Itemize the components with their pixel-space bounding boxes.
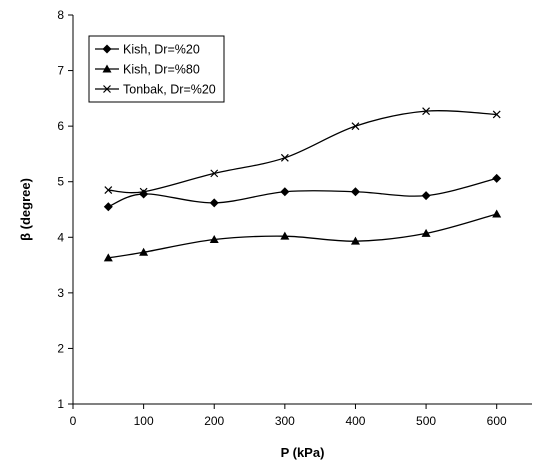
series-layer [103, 107, 502, 262]
data-point [210, 169, 219, 178]
legend-label: Kish, Dr=%80 [123, 63, 200, 77]
data-point [139, 247, 149, 256]
data-point [103, 202, 113, 212]
series-line [108, 177, 497, 208]
x-tick-label: 400 [345, 414, 365, 428]
legend-item: Tonbak, Dr=%20 [95, 83, 216, 97]
data-point [350, 236, 360, 245]
x-tick-label: 0 [70, 414, 77, 428]
data-point [280, 231, 290, 240]
series-triangle [103, 209, 502, 262]
axes [68, 14, 532, 409]
data-point [209, 198, 219, 208]
y-axis-label: β (degree) [18, 178, 33, 241]
y-tick-label: 8 [57, 8, 64, 22]
legend: Kish, Dr=%20 Kish, Dr=%80 Tonbak, Dr=%20 [88, 35, 225, 103]
series-x [104, 107, 501, 196]
legend-label: Kish, Dr=%20 [123, 43, 200, 57]
x-marker-stroke [280, 153, 289, 162]
data-point [492, 173, 502, 183]
data-point [104, 186, 113, 194]
y-tick-label: 4 [57, 230, 64, 244]
series-line [108, 213, 497, 259]
x-tick-label: 100 [134, 414, 154, 428]
legend-marker [102, 64, 112, 73]
y-tick-label: 5 [57, 175, 64, 189]
data-point [421, 228, 431, 237]
x-marker-stroke [139, 187, 148, 196]
x-tick-label: 600 [487, 414, 507, 428]
legend-marker [102, 44, 112, 54]
x-marker-stroke [103, 85, 111, 93]
x-tick-label: 300 [275, 414, 295, 428]
x-tick-label: 200 [204, 414, 224, 428]
x-marker-stroke [104, 186, 113, 194]
data-point [103, 253, 113, 262]
data-point [421, 191, 431, 201]
y-tick-label: 7 [57, 64, 64, 78]
data-point [280, 153, 289, 162]
y-tick-label: 3 [57, 286, 64, 300]
series-line [108, 110, 497, 194]
x-marker-stroke [210, 169, 219, 178]
series-diamond [103, 173, 502, 212]
legend-label: Tonbak, Dr=%20 [123, 83, 216, 97]
legend-item: Kish, Dr=%20 [95, 43, 200, 57]
x-marker-stroke [422, 107, 431, 116]
x-tick-label: 500 [416, 414, 436, 428]
data-point [139, 187, 148, 196]
y-tick-label: 2 [57, 341, 64, 355]
data-point [422, 107, 431, 116]
data-point [351, 122, 360, 131]
data-point [350, 187, 360, 197]
data-point [209, 235, 219, 244]
x-axis-label: P (kPa) [281, 445, 325, 460]
x-marker-stroke [492, 110, 501, 119]
data-point [280, 187, 290, 197]
y-tick-label: 6 [57, 119, 64, 133]
x-marker-stroke [351, 122, 360, 131]
data-point [492, 209, 502, 218]
y-tick-label: 1 [57, 397, 64, 411]
tick-labels: 1 2 3 4 5 6 7 8 0 100 200 300 400 500 600 [57, 8, 507, 428]
legend-marker [103, 85, 111, 93]
data-point [492, 110, 501, 119]
legend-item: Kish, Dr=%80 [95, 63, 200, 77]
